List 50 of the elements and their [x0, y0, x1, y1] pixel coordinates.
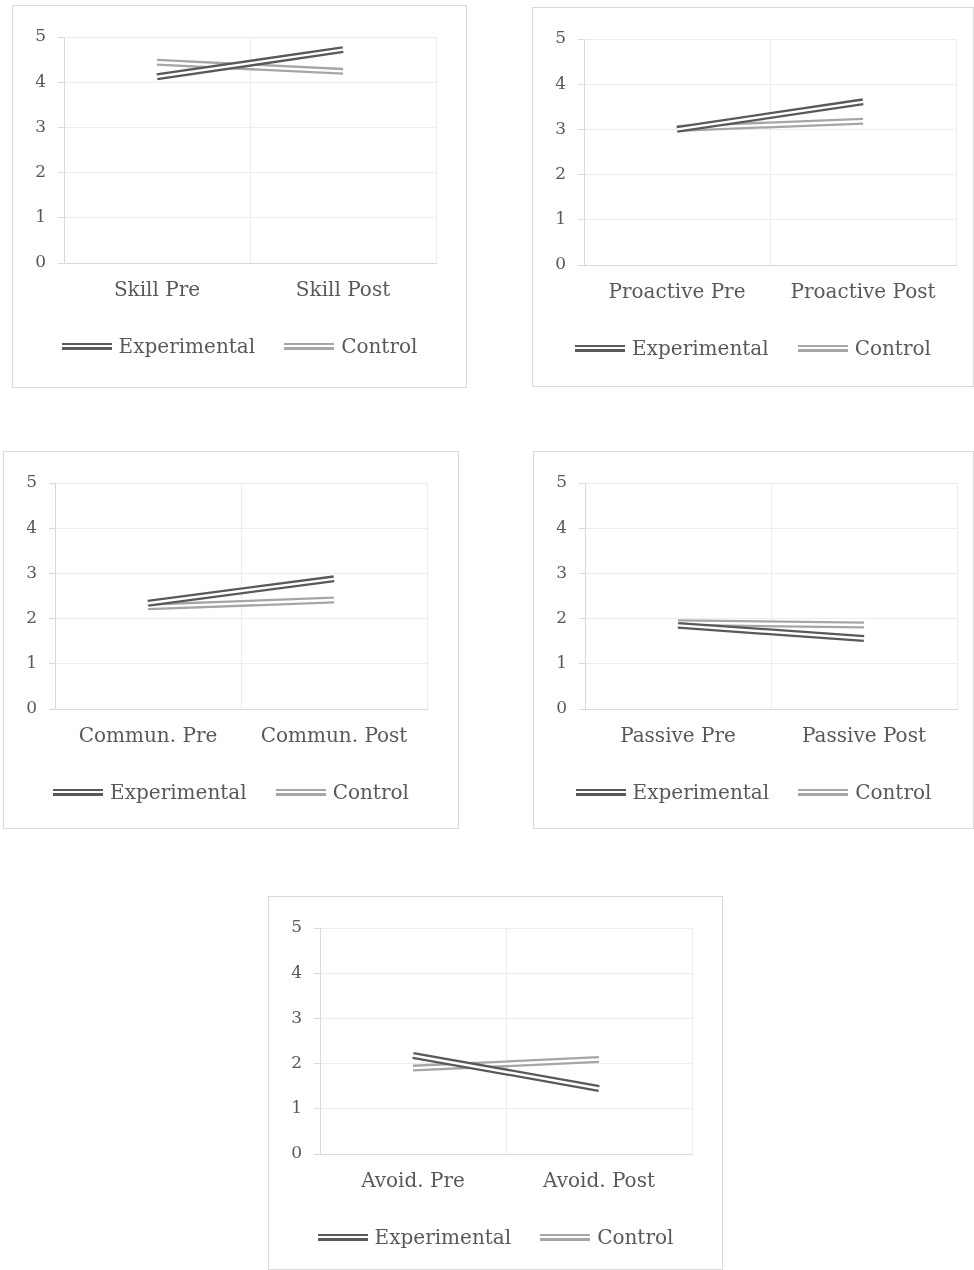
y-tick-label: 2 — [26, 607, 37, 628]
y-tick-label: 0 — [35, 251, 46, 272]
y-tick-label: 4 — [291, 961, 302, 982]
legend-label: Control — [597, 1225, 674, 1249]
y-tick-label: 2 — [555, 163, 566, 184]
legend-label: Experimental — [632, 780, 770, 804]
legend-label: Control — [341, 334, 418, 358]
y-tick-label: 4 — [35, 70, 46, 91]
y-tick-label: 5 — [555, 27, 566, 48]
y-tick-label: 5 — [556, 471, 567, 492]
x-tick-label: Passive Pre — [620, 723, 736, 748]
y-tick-label: 1 — [291, 1097, 302, 1118]
legend-label: Experimental — [110, 780, 247, 804]
x-tick-label: Skill Post — [295, 277, 391, 302]
y-tick-label: 4 — [556, 516, 567, 537]
legend-label: Control — [854, 336, 931, 360]
y-tick-label: 4 — [26, 516, 37, 537]
legend-label: Experimental — [374, 1225, 512, 1249]
y-tick-label: 4 — [555, 72, 566, 93]
y-tick-label: 3 — [556, 561, 567, 582]
y-tick-label: 0 — [556, 697, 567, 718]
x-tick-label: Avoid. Pre — [360, 1168, 465, 1193]
y-tick-label: 2 — [35, 161, 46, 182]
y-tick-label: 1 — [555, 208, 566, 229]
x-tick-label: Commun. Post — [260, 723, 408, 748]
y-tick-label: 5 — [35, 25, 46, 46]
y-tick-label: 0 — [26, 697, 37, 718]
legend-label: Experimental — [632, 336, 769, 360]
x-tick-label: Avoid. Post — [542, 1168, 655, 1193]
x-tick-label: Commun. Pre — [78, 723, 218, 748]
x-tick-label: Proactive Post — [790, 279, 936, 304]
x-tick-label: Proactive Pre — [608, 279, 746, 304]
y-tick-label: 1 — [35, 206, 46, 227]
y-tick-label: 2 — [291, 1052, 302, 1073]
y-tick-label: 5 — [291, 916, 302, 937]
y-tick-label: 3 — [291, 1006, 302, 1027]
x-tick-label: Passive Post — [802, 723, 926, 748]
y-tick-label: 5 — [26, 471, 37, 492]
legend-label: Experimental — [118, 334, 256, 358]
legend-label: Control — [855, 780, 932, 804]
y-tick-label: 2 — [556, 607, 567, 628]
y-tick-label: 1 — [26, 652, 37, 673]
y-tick-label: 3 — [26, 561, 37, 582]
y-tick-label: 1 — [556, 652, 567, 673]
y-tick-label: 0 — [555, 253, 566, 274]
x-tick-label: Skill Pre — [113, 277, 201, 302]
legend-label: Control — [332, 780, 409, 804]
y-tick-label: 3 — [35, 115, 46, 136]
y-tick-label: 3 — [555, 117, 566, 138]
y-tick-label: 0 — [291, 1142, 302, 1163]
